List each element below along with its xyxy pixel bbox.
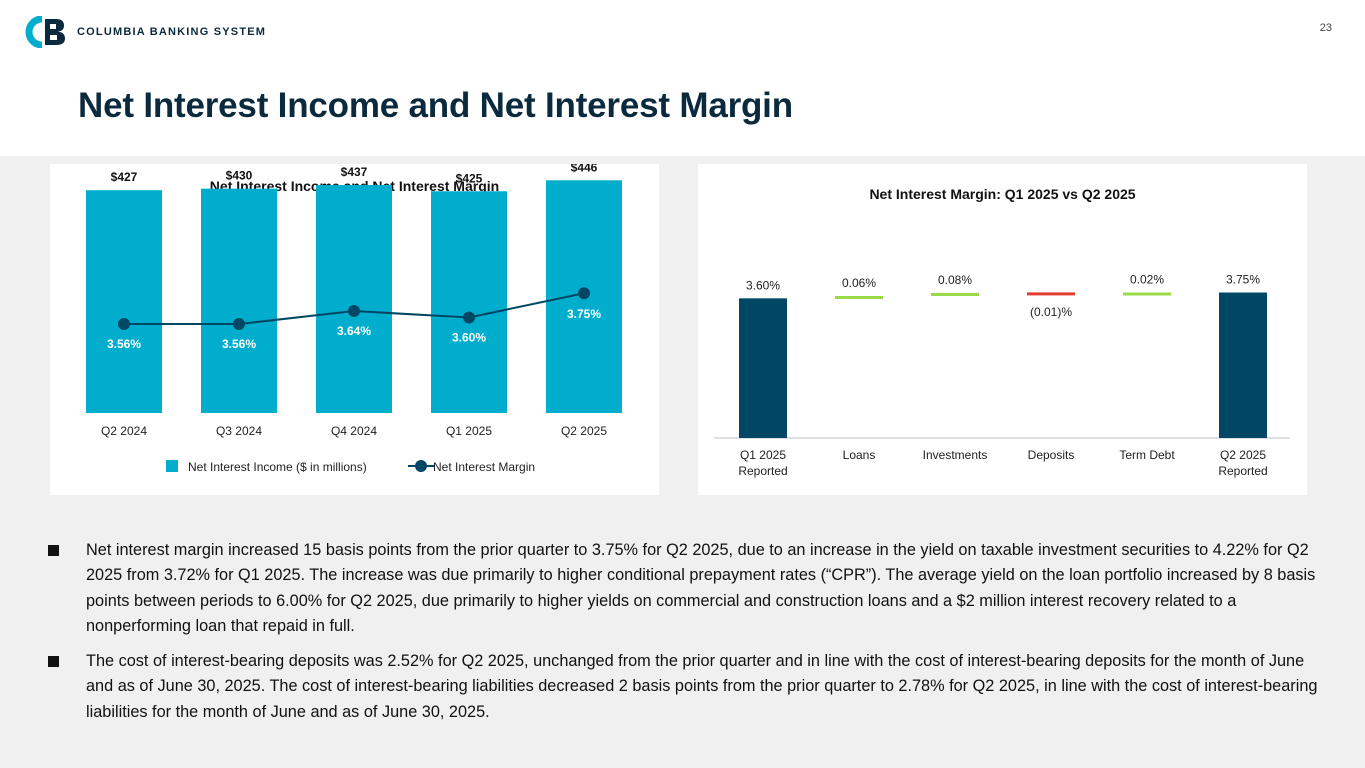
waterfall-value-label: 3.75% bbox=[1226, 273, 1260, 287]
waterfall-total-bar bbox=[1219, 292, 1267, 438]
waterfall-increase-bar bbox=[1123, 292, 1171, 296]
x-tick-label: Q2 2025 Reported bbox=[1218, 448, 1267, 478]
nii-bar bbox=[431, 191, 507, 413]
x-tick-label: Q3 2024 bbox=[216, 424, 262, 438]
x-tick-label: Q4 2024 bbox=[331, 424, 377, 438]
nim-point bbox=[118, 318, 130, 330]
cb-logo-icon bbox=[25, 16, 65, 48]
nim-point bbox=[348, 305, 360, 318]
nii-bar-label: $437 bbox=[341, 165, 368, 179]
waterfall-increase-bar bbox=[835, 295, 883, 299]
legend-line-label: Net Interest Margin bbox=[433, 460, 535, 474]
nim-point-label: 3.75% bbox=[567, 307, 601, 321]
nim-point bbox=[233, 318, 245, 330]
x-tick-label: Term Debt bbox=[1119, 448, 1175, 462]
nii-bar-label: $427 bbox=[111, 170, 138, 184]
chart-title: Net Interest Margin: Q1 2025 vs Q2 2025 bbox=[869, 186, 1135, 202]
legend-line-marker bbox=[415, 460, 427, 472]
nii-bar bbox=[316, 185, 392, 413]
waterfall-value-label: 0.06% bbox=[842, 276, 876, 290]
nii-bar-label: $446 bbox=[571, 164, 598, 174]
x-tick-label: Q1 2025 Reported bbox=[738, 448, 787, 478]
commentary-bullet: Net interest margin increased 15 basis p… bbox=[48, 538, 1318, 639]
commentary-text: Net interest margin increased 15 basis p… bbox=[86, 541, 1316, 635]
nii-bar-label: $425 bbox=[456, 171, 483, 185]
waterfall-value-label: 0.08% bbox=[938, 273, 972, 287]
nii-nim-chart-panel: Net Interest Income and Net Interest Mar… bbox=[50, 164, 659, 495]
legend-bar-label: Net Interest Income ($ in millions) bbox=[188, 460, 367, 474]
nii-bar bbox=[201, 188, 277, 413]
nim-waterfall-chart-panel: Net Interest Margin: Q1 2025 vs Q2 2025 3… bbox=[698, 164, 1307, 495]
nim-point bbox=[578, 287, 590, 300]
x-tick-label: Q2 2025 bbox=[561, 424, 607, 438]
x-tick-label: Q1 2025 bbox=[446, 424, 492, 438]
nim-point bbox=[463, 311, 475, 324]
nim-point-label: 3.64% bbox=[337, 324, 371, 338]
chart-legend: Net Interest Income ($ in millions) Net I… bbox=[166, 460, 535, 474]
nii-bar-label: $430 bbox=[226, 169, 253, 183]
nim-point-label: 3.56% bbox=[107, 337, 141, 351]
nim-point-label: 3.60% bbox=[452, 331, 486, 345]
company-logo: COLUMBIA BANKING SYSTEM bbox=[25, 16, 266, 48]
waterfall-total-bar bbox=[739, 298, 787, 438]
bullet-square-icon bbox=[48, 656, 59, 668]
x-tick-label: Loans bbox=[843, 448, 876, 462]
legend-bar-swatch bbox=[166, 460, 178, 472]
waterfall-value-label: 3.60% bbox=[746, 278, 780, 292]
nii-bar bbox=[86, 190, 162, 413]
nim-point-label: 3.56% bbox=[222, 337, 256, 351]
waterfall-value-label: 0.02% bbox=[1130, 273, 1164, 287]
nii-nim-chart: Net Interest Income and Net Interest Mar… bbox=[86, 164, 622, 474]
waterfall-decrease-bar bbox=[1027, 292, 1075, 296]
bullet-square-icon bbox=[48, 545, 59, 556]
waterfall-increase-bar bbox=[931, 292, 979, 296]
x-tick-label: Investments bbox=[923, 448, 988, 462]
page-number: 23 bbox=[1319, 22, 1332, 34]
slide-header: COLUMBIA BANKING SYSTEM 23 Net Interest … bbox=[0, 0, 1365, 156]
nim-waterfall-chart: Net Interest Margin: Q1 2025 vs Q2 2025 3… bbox=[714, 186, 1290, 478]
commentary-text: The cost of interest-bearing deposits wa… bbox=[86, 652, 1318, 721]
commentary-bullet: The cost of interest-bearing deposits wa… bbox=[48, 649, 1318, 725]
x-tick-label: Deposits bbox=[1028, 448, 1075, 462]
x-tick-label: Q2 2024 bbox=[101, 424, 147, 438]
waterfall-value-label: (0.01)% bbox=[1030, 305, 1072, 319]
commentary-list: Net interest margin increased 15 basis p… bbox=[48, 538, 1318, 735]
page-title: Net Interest Income and Net Interest Mar… bbox=[78, 86, 793, 125]
company-name: COLUMBIA BANKING SYSTEM bbox=[77, 26, 267, 38]
